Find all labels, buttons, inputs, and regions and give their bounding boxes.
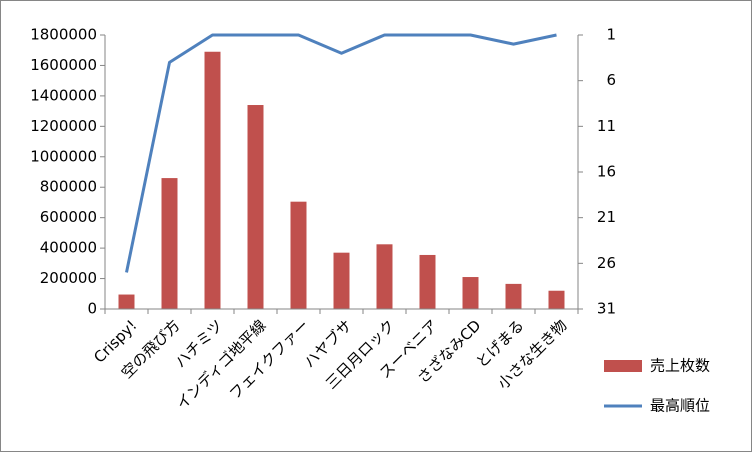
bar bbox=[247, 105, 264, 310]
bar bbox=[376, 244, 393, 309]
y-tick-label: 1000000 bbox=[30, 147, 97, 165]
bar bbox=[118, 294, 135, 309]
y-tick-label: 1400000 bbox=[30, 86, 97, 104]
y-tick-label: 0 bbox=[87, 300, 97, 318]
legend-label: 売上枚数 bbox=[650, 357, 710, 375]
bar bbox=[161, 178, 178, 309]
y2-tick-label: 6 bbox=[606, 71, 616, 89]
y2-tick-label: 11 bbox=[597, 117, 616, 135]
bar bbox=[462, 277, 479, 309]
bar bbox=[548, 290, 565, 309]
y-tick-label: 1200000 bbox=[30, 117, 97, 135]
bar bbox=[333, 252, 350, 309]
line bbox=[125, 33, 557, 273]
y-tick-label: 1800000 bbox=[30, 26, 97, 44]
bar bbox=[204, 51, 221, 309]
y2-tick-label: 16 bbox=[597, 163, 616, 181]
y-tick-label: 1600000 bbox=[30, 56, 97, 74]
y2-tick-label: 31 bbox=[597, 300, 616, 318]
bar bbox=[505, 283, 522, 309]
y-tick-label: 200000 bbox=[40, 269, 97, 287]
legend-swatch bbox=[604, 360, 642, 372]
y-tick-label: 400000 bbox=[40, 239, 97, 257]
y2-tick-label: 21 bbox=[597, 208, 616, 226]
y-tick-label: 600000 bbox=[40, 208, 97, 226]
y-tick-label: 800000 bbox=[40, 178, 97, 196]
y2-tick-label: 1 bbox=[606, 26, 616, 44]
y2-tick-label: 26 bbox=[597, 254, 616, 272]
legend-label: 最高順位 bbox=[650, 397, 710, 415]
bar bbox=[290, 201, 307, 309]
bar bbox=[419, 254, 436, 309]
